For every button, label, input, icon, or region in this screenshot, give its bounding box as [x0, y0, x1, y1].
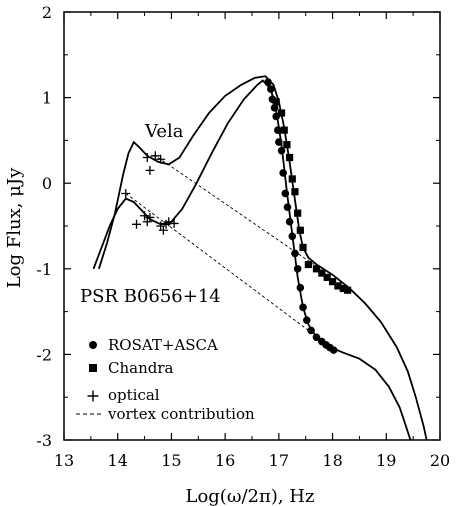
x-tick-label: 16: [215, 451, 235, 470]
y-tick-label: -1: [36, 260, 52, 279]
y-tick-label: 1: [42, 89, 52, 108]
legend-label-vortex: vortex contribution: [107, 405, 255, 423]
chandra-point: [272, 98, 280, 106]
legend-square-marker: [89, 364, 97, 372]
legend-plus-marker: [87, 390, 99, 402]
optical-point: [142, 153, 152, 163]
optical-point: [150, 151, 160, 161]
vortex-dashed-line: [125, 193, 309, 331]
vela-label: Vela: [144, 121, 184, 142]
rosat-asca-point: [267, 85, 275, 93]
plot-content: [92, 75, 428, 441]
chandra-point: [280, 126, 288, 134]
y-tick-label: -3: [36, 431, 52, 450]
chandra-point: [299, 243, 307, 251]
rosat-asca-point: [291, 249, 299, 258]
legend-label-rosat: ROSAT+ASCA: [108, 336, 218, 354]
rosat-asca-point: [312, 333, 321, 342]
rosat-asca-point: [285, 217, 294, 226]
x-tick-label: 15: [161, 451, 181, 470]
rosat-asca-point: [279, 169, 287, 177]
chandra-point: [312, 265, 321, 273]
x-tick-label: 18: [322, 451, 342, 470]
optical-point: [169, 218, 179, 228]
x-tick-label: 13: [54, 451, 74, 470]
chandra-point: [339, 284, 347, 293]
optical-point: [145, 165, 155, 175]
x-tick-label: 14: [108, 451, 128, 470]
chandra-point: [334, 282, 342, 290]
chandra-point: [294, 209, 302, 217]
optical-point: [140, 211, 150, 221]
chandra-point: [288, 175, 296, 183]
rosat-asca-point: [273, 126, 282, 134]
model-curve: [92, 79, 412, 441]
chandra-point: [328, 278, 337, 286]
vortex-dashed-line: [157, 157, 315, 265]
y-tick-label: 2: [42, 3, 52, 22]
chandra-point: [277, 109, 286, 117]
optical-point: [132, 219, 142, 229]
rosat-asca-point: [277, 146, 286, 155]
rosat-asca-point: [270, 104, 279, 112]
chandra-point: [323, 273, 331, 281]
chandra-point: [318, 269, 326, 277]
y-axis: -3 -2 -1 0 1 2: [36, 3, 440, 450]
rosat-asca-point: [275, 138, 283, 146]
legend: ROSAT+ASCA Chandra optical vortex contri…: [76, 336, 255, 423]
rosat-asca-point: [307, 326, 315, 335]
rosat-asca-point: [299, 303, 307, 312]
legend-label-optical: optical: [108, 386, 160, 404]
y-tick-label: -2: [36, 345, 52, 364]
rosat-asca-point: [264, 78, 272, 86]
legend-circle-marker: [89, 341, 97, 349]
y-tick-label: 0: [42, 174, 52, 193]
rosat-asca-point: [302, 316, 311, 324]
chandra-point: [344, 286, 352, 294]
chandra-point: [283, 141, 291, 149]
optical-point: [156, 154, 166, 164]
rosat-asca-point: [296, 283, 305, 292]
chandra-point: [291, 188, 299, 196]
x-tick-label: 19: [376, 451, 396, 470]
model-curve: [98, 75, 428, 441]
optical-point: [121, 188, 131, 198]
optical-point: [145, 212, 155, 222]
rosat-asca-point: [293, 265, 302, 273]
chandra-point: [286, 153, 294, 162]
chandra-point: [296, 226, 304, 234]
x-axis-title: Log(ω/2π), Hz: [185, 486, 314, 506]
x-axis: 13 14 15 16 17 18 19 20: [54, 12, 450, 470]
chandra-point: [304, 260, 312, 269]
x-tick-label: 20: [430, 451, 450, 470]
rosat-asca-point: [329, 346, 338, 354]
optical-point: [158, 225, 168, 235]
y-axis-title: Log Flux, μJy: [4, 167, 25, 288]
psr-label: PSR B0656+14: [80, 286, 221, 307]
rosat-asca-point: [281, 189, 290, 198]
rosat-asca-point: [283, 203, 292, 211]
legend-label-chandra: Chandra: [108, 359, 174, 377]
optical-point: [164, 217, 174, 227]
rosat-asca-point: [288, 232, 297, 241]
x-tick-label: 17: [269, 451, 289, 470]
